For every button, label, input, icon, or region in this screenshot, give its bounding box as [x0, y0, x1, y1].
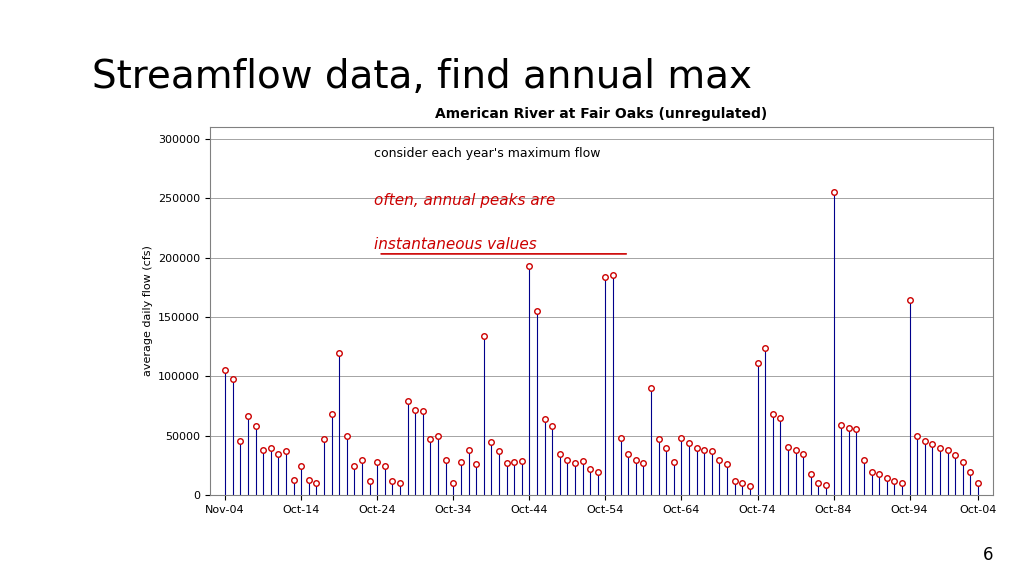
Text: consider each year's maximum flow: consider each year's maximum flow — [375, 147, 601, 160]
Title: American River at Fair Oaks (unregulated): American River at Fair Oaks (unregulated… — [435, 107, 768, 122]
Text: instantaneous values: instantaneous values — [375, 237, 538, 252]
Text: Streamflow data, find annual max: Streamflow data, find annual max — [92, 58, 753, 96]
Text: 6: 6 — [983, 547, 993, 564]
Y-axis label: average daily flow (cfs): average daily flow (cfs) — [142, 245, 153, 377]
Text: often, annual peaks are: often, annual peaks are — [375, 193, 556, 208]
